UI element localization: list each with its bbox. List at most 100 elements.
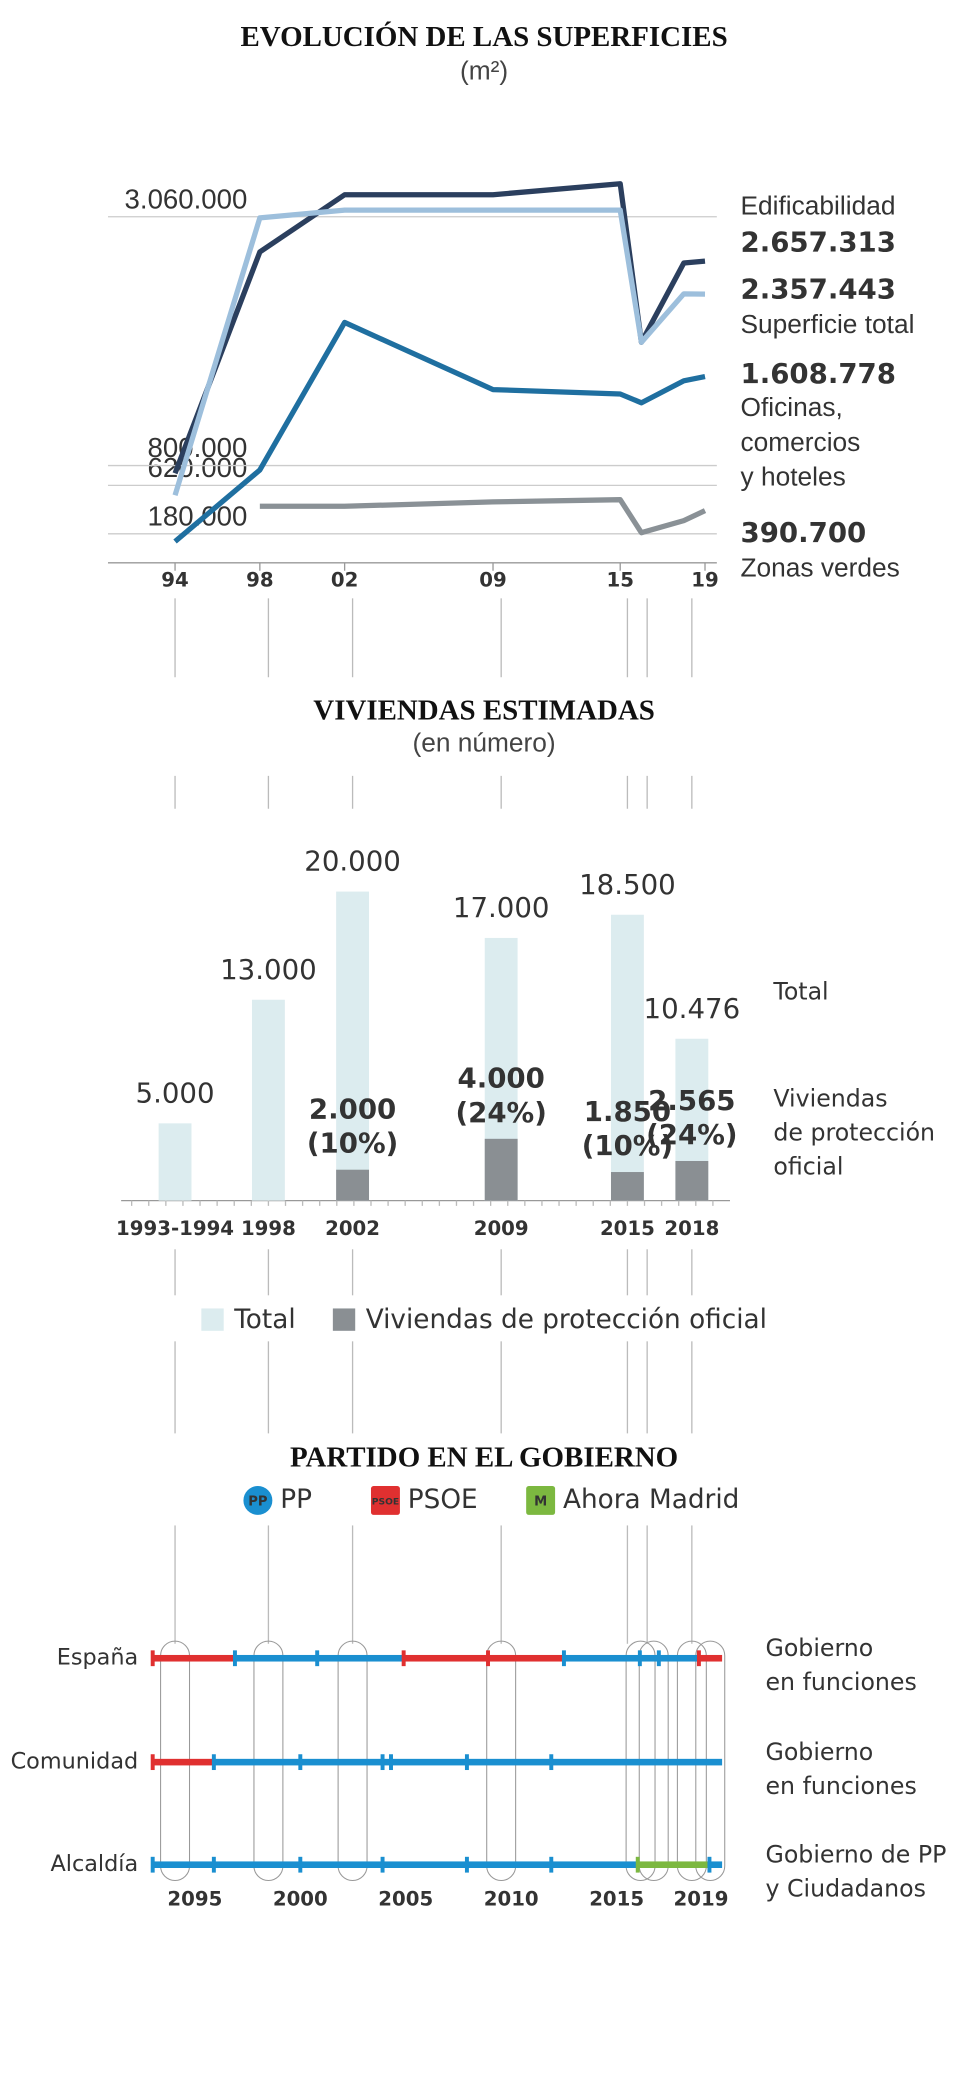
series-label: Zonas verdes xyxy=(741,552,900,582)
x-tick-label: 15 xyxy=(606,569,633,592)
election-tick xyxy=(150,1754,155,1771)
government-segment xyxy=(152,1654,235,1662)
series-label: Oficinas, comercios y hoteles xyxy=(741,392,868,492)
government-segment xyxy=(698,1654,723,1662)
series-line xyxy=(172,181,706,475)
value-label: 2.657.313 xyxy=(741,225,896,258)
party-logo-text: PSOE xyxy=(372,1496,399,1507)
x-tick-label: 2000 xyxy=(273,1888,328,1911)
election-tick xyxy=(656,1650,661,1667)
government-segment xyxy=(709,1861,723,1868)
election-tick xyxy=(150,1856,155,1873)
x-tick-label: 98 xyxy=(246,569,273,592)
government-segment xyxy=(152,1861,638,1868)
legend-swatch xyxy=(201,1308,224,1331)
x-tick-label: 2018 xyxy=(664,1217,719,1240)
series-line xyxy=(173,319,706,544)
value-label: 2.000 xyxy=(309,1093,396,1126)
party-logo xyxy=(526,1485,556,1515)
x-tick-label: 2010 xyxy=(484,1888,539,1911)
x-tick-label: 2005 xyxy=(378,1888,433,1911)
y-tick-label: 800.000 xyxy=(148,432,248,463)
legend-label: PP xyxy=(280,1485,312,1515)
share-label: (24%) xyxy=(646,1118,737,1151)
value-label: 17.000 xyxy=(453,891,550,924)
x-tick-label: 2015 xyxy=(600,1217,655,1240)
party-logo-text: PP xyxy=(248,1494,268,1509)
election-tick xyxy=(298,1856,303,1873)
value-label: 18.500 xyxy=(579,868,676,901)
legend-swatch xyxy=(332,1308,356,1331)
election-tick xyxy=(380,1856,385,1873)
election-tick xyxy=(464,1856,469,1873)
value-label: 2.565 xyxy=(648,1084,735,1117)
election-tick xyxy=(401,1650,406,1667)
government-segment xyxy=(563,1654,699,1662)
bar xyxy=(484,1138,518,1201)
government-segment xyxy=(403,1654,564,1662)
series-label: Superficie total xyxy=(741,309,915,339)
party-logo xyxy=(243,1485,273,1515)
election-tick xyxy=(696,1650,701,1667)
bar xyxy=(610,1172,644,1201)
x-tick-label: 2009 xyxy=(474,1217,529,1240)
x-tick-label: 2019 xyxy=(674,1888,729,1911)
x-tick-label: 2002 xyxy=(325,1217,380,1240)
election-tick xyxy=(561,1650,566,1667)
value-label: 1.850 xyxy=(584,1095,671,1128)
government-segment xyxy=(152,1758,214,1766)
value-label: 2.357.443 xyxy=(741,273,896,306)
row-note: Gobierno en funciones xyxy=(765,1634,916,1696)
row-note: Gobierno de PP y Ciudadanos xyxy=(765,1840,953,1902)
election-tick xyxy=(380,1754,385,1771)
legend-label: Ahora Madrid xyxy=(563,1485,739,1515)
value-label: 20.000 xyxy=(304,845,401,878)
chart-subtitle: (en número) xyxy=(412,727,555,757)
series-line xyxy=(259,497,707,536)
x-tick-label: 2015 xyxy=(589,1888,644,1911)
election-tick xyxy=(211,1856,216,1873)
series-line xyxy=(172,207,706,497)
share-label: (10%) xyxy=(307,1127,398,1160)
election-tick xyxy=(635,1856,640,1873)
election-tick xyxy=(315,1650,320,1667)
legend-label: Total xyxy=(233,1305,295,1335)
legend-label: PSOE xyxy=(408,1485,478,1515)
series-label: Viviendas de protección oficial xyxy=(773,1084,942,1180)
election-tick xyxy=(232,1650,237,1667)
value-label: 13.000 xyxy=(220,953,317,986)
election-tick xyxy=(707,1856,712,1873)
value-label: 1.608.778 xyxy=(741,357,896,390)
election-tick xyxy=(211,1754,216,1771)
election-tick xyxy=(486,1650,490,1667)
party-logo xyxy=(370,1485,400,1515)
x-tick-label: 2095 xyxy=(167,1888,222,1911)
election-tick xyxy=(637,1650,642,1667)
row-label: España xyxy=(57,1645,139,1671)
x-tick-label: 02 xyxy=(331,569,358,592)
government-segment xyxy=(234,1654,404,1662)
value-label: 390.700 xyxy=(741,516,867,549)
y-tick-label: 180.000 xyxy=(148,500,248,531)
y-tick-label: 3.060.000 xyxy=(125,183,248,214)
row-label: Comunidad xyxy=(11,1749,139,1775)
chart-title: PARTIDO EN EL GOBIERNO xyxy=(290,1441,678,1473)
row-label: Alcaldía xyxy=(50,1851,138,1877)
x-tick-label: 94 xyxy=(161,569,188,592)
bar xyxy=(336,1169,370,1201)
value-label: 4.000 xyxy=(458,1062,545,1095)
x-tick-label: 1998 xyxy=(241,1217,296,1240)
election-tick xyxy=(298,1754,303,1771)
y-tick-label: 620.000 xyxy=(148,452,248,483)
legend-label: Viviendas de protección oficial xyxy=(366,1305,767,1335)
x-tick-label: 19 xyxy=(691,569,718,592)
share-label: (24%) xyxy=(456,1096,547,1129)
row-note: Gobierno en funciones xyxy=(765,1737,916,1799)
party-logo-text: M xyxy=(534,1494,547,1509)
election-tick xyxy=(464,1754,469,1771)
bar xyxy=(158,1123,192,1201)
election-tick xyxy=(549,1754,554,1771)
election-tick xyxy=(150,1650,155,1667)
election-tick xyxy=(389,1754,393,1771)
